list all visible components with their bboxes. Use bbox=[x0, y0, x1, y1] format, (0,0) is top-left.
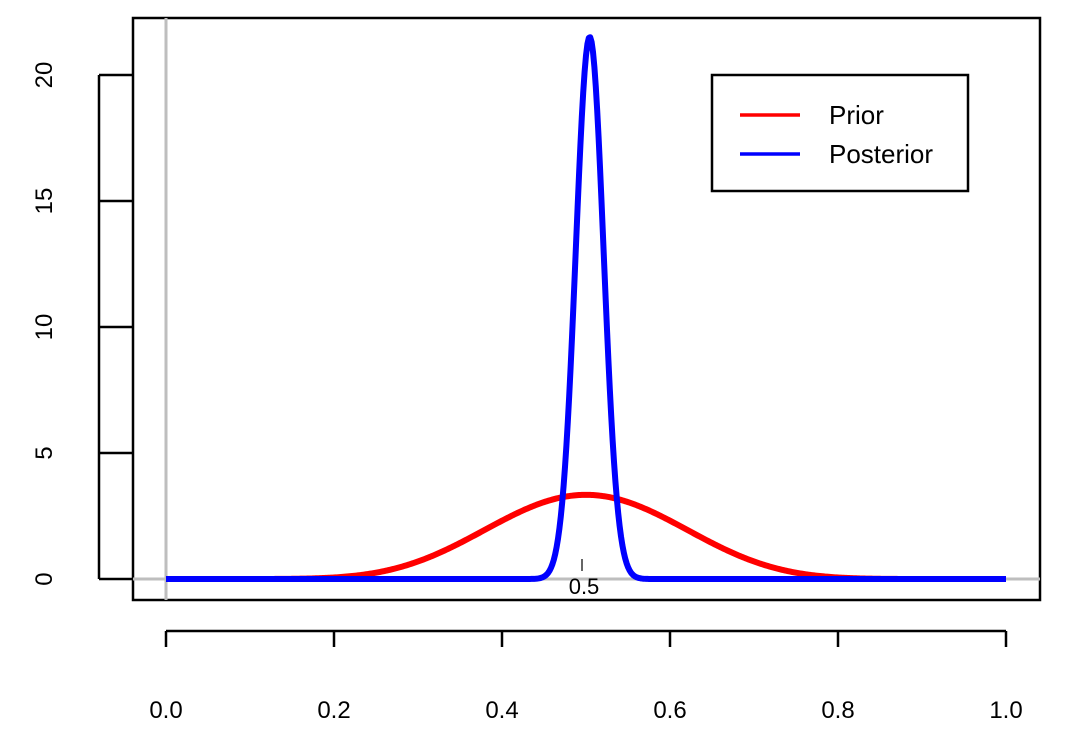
x-tick-label: 1.0 bbox=[989, 697, 1022, 724]
x-tick-label: 0.4 bbox=[485, 697, 518, 724]
x-tick-label: 0.6 bbox=[653, 697, 686, 724]
legend-label-posterior: Posterior bbox=[829, 139, 933, 169]
series-line-posterior bbox=[164, 34, 1008, 582]
y-tick-label: 0 bbox=[31, 572, 58, 585]
y-tick-label: 20 bbox=[31, 62, 58, 89]
legend-label-prior: Prior bbox=[829, 100, 884, 130]
y-tick-label: 15 bbox=[31, 188, 58, 215]
legend: Prior Posterior bbox=[710, 73, 970, 193]
annotation: 0.5 bbox=[569, 559, 600, 599]
series-layer bbox=[164, 34, 1008, 582]
legend-box bbox=[710, 73, 970, 193]
x-tick-label: 0.8 bbox=[821, 697, 854, 724]
x-tick-label: 0.0 bbox=[149, 697, 182, 724]
y-tick-label: 10 bbox=[31, 314, 58, 341]
annotation-label: 0.5 bbox=[569, 574, 600, 599]
x-tick-label: 0.2 bbox=[317, 697, 350, 724]
plot-frame bbox=[131, 16, 1042, 602]
y-tick-label: 5 bbox=[31, 446, 58, 459]
y-axis: 0 5 10 15 20 bbox=[31, 62, 133, 586]
series-line-prior bbox=[164, 491, 1008, 582]
x-axis: 0.0 0.2 0.4 0.6 0.8 1.0 bbox=[149, 629, 1023, 724]
